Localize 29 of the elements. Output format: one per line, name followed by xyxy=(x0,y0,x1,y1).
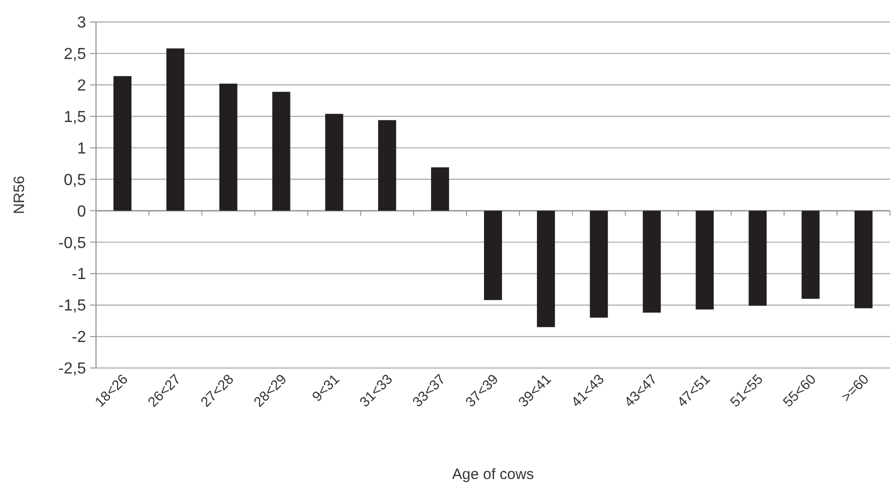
y-axis-title: NR56 xyxy=(11,176,28,214)
y-tick-label: 2 xyxy=(77,78,86,95)
y-tick-label: 3 xyxy=(77,14,86,32)
y-tick-label: 1 xyxy=(77,140,86,158)
y-tick-label: -2 xyxy=(72,329,86,346)
x-axis-title: Age of cows xyxy=(452,466,534,483)
bar xyxy=(113,76,132,211)
bar xyxy=(854,210,873,308)
bar xyxy=(642,210,661,313)
bar xyxy=(696,210,714,310)
bar xyxy=(484,210,502,300)
bar xyxy=(272,92,290,211)
y-tick-label: 2,5 xyxy=(64,46,86,64)
bar xyxy=(802,210,820,299)
bar xyxy=(590,210,608,318)
y-tick-label: 0,5 xyxy=(64,172,86,189)
y-tick-label: -2,5 xyxy=(58,360,86,378)
bar xyxy=(166,48,184,211)
y-tick-label: -0,5 xyxy=(58,234,86,252)
bar xyxy=(536,210,555,328)
bar xyxy=(431,167,450,211)
y-tick-label: -1,5 xyxy=(58,298,86,315)
bar xyxy=(748,210,767,306)
y-tick-label: -1 xyxy=(72,266,86,284)
y-tick-label: 0 xyxy=(77,203,86,220)
bar xyxy=(325,114,344,211)
bar xyxy=(378,120,396,211)
y-tick-label: 1,5 xyxy=(64,108,86,126)
bar xyxy=(219,84,238,211)
